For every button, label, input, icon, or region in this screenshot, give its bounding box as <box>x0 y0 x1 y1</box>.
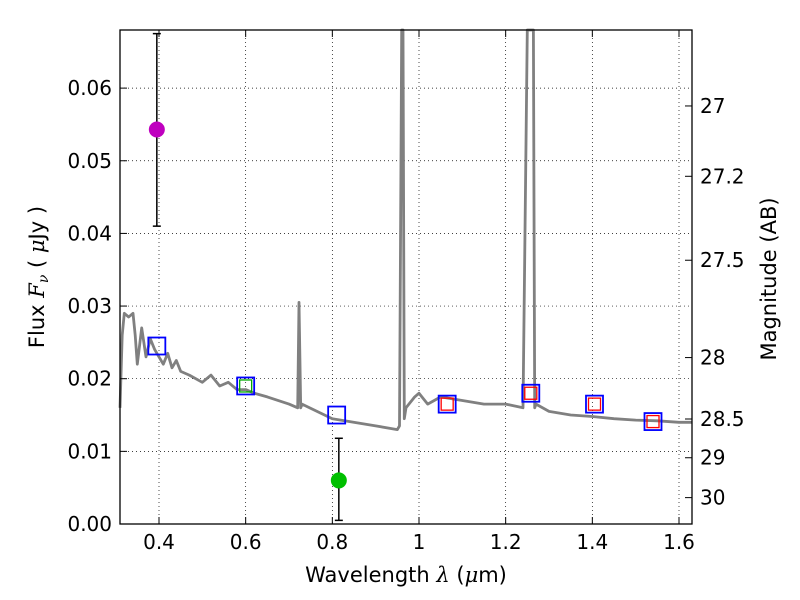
y2-tick-label: 27.5 <box>700 248 745 272</box>
inner-red-squares-marker <box>587 397 602 411</box>
y2-tick-label: 29 <box>700 446 725 470</box>
grid <box>120 30 692 525</box>
plot-frame <box>119 29 693 525</box>
x-tick-label: 1.6 <box>663 530 695 554</box>
blue-squares-marker <box>585 394 604 414</box>
y2-axis-label: Magnitude (AB) <box>757 197 781 360</box>
x-tick-label: 1 <box>413 530 426 554</box>
inner-red-squares-marker <box>524 386 538 400</box>
y-tick-label: 0.05 <box>67 149 112 173</box>
x-tick-label: 1.2 <box>490 530 522 554</box>
y-tick-label: 0.06 <box>67 76 112 100</box>
x-tick-label: 1.4 <box>576 530 608 554</box>
y-axis-label: Flux Fν ( μJy ) <box>25 206 52 348</box>
model-spectrum-line <box>118 28 692 432</box>
y2-tick-label: 27.2 <box>700 164 745 188</box>
blue-squares-marker <box>643 412 663 431</box>
tick-layer: 0.4 0.6 0.8 1 1.2 1.4 1.6 0.00 0.01 0.02 0.03 0.04 0… <box>67 30 745 554</box>
y2-tick-label: 28.5 <box>700 407 745 431</box>
y2-tick-label: 28 <box>700 346 725 370</box>
y-tick-label: 0.00 <box>67 512 112 536</box>
y-tick-label: 0.02 <box>67 367 112 391</box>
green-point-marker <box>330 472 347 489</box>
y-tick-label: 0.03 <box>67 294 112 318</box>
y2-tick-label: 30 <box>700 486 725 510</box>
x-tick-label: 0.4 <box>143 530 175 554</box>
blue-squares-marker <box>236 376 256 396</box>
inner-red-squares-marker <box>440 397 454 411</box>
blue-squares-marker <box>147 336 167 356</box>
x-tick-label: 0.8 <box>316 530 348 554</box>
y2-tick-label: 27 <box>700 94 725 118</box>
x-tick-label: 0.6 <box>230 530 262 554</box>
blue-squares-marker <box>521 383 541 403</box>
inner-red-squares-marker <box>646 414 660 429</box>
inner-green-square-marker <box>239 379 253 393</box>
marker-layer <box>147 32 663 522</box>
blue-squares-marker <box>327 405 347 425</box>
x-axis-label: Wavelength λ (μm) <box>305 563 507 587</box>
y-tick-label: 0.04 <box>67 221 112 245</box>
magenta-point-marker <box>148 121 165 138</box>
spectrum-layer <box>118 28 692 432</box>
blue-squares-marker <box>437 394 457 414</box>
y-tick-label: 0.01 <box>67 439 112 463</box>
